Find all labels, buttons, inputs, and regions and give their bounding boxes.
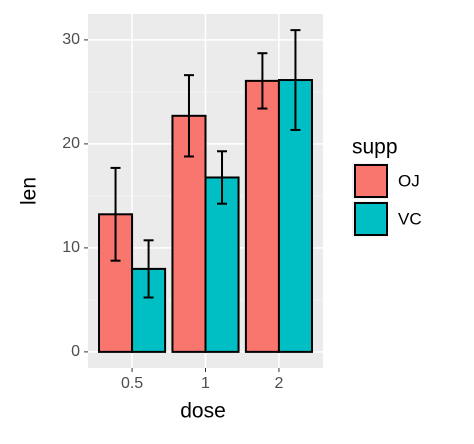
x-tick-label: 1 (201, 375, 210, 392)
y-tick-label: 20 (62, 135, 80, 152)
error-bar (217, 150, 228, 205)
bar (204, 176, 240, 353)
x-axis-title: dose (180, 400, 226, 423)
y-tick-label: 10 (62, 239, 80, 256)
bar (171, 114, 207, 353)
marks (98, 29, 313, 353)
y-tick-label: 30 (62, 31, 80, 48)
y-tick-label: 0 (71, 343, 80, 360)
legend-label: VC (398, 209, 422, 228)
legend-key (354, 202, 388, 236)
legend-key (354, 164, 388, 198)
error-bar (143, 239, 154, 299)
error-bar (110, 166, 121, 262)
x-tick-label: 0.5 (121, 375, 143, 392)
y-axis-title: len (18, 177, 41, 205)
bar (277, 79, 313, 353)
x-tick-label: 2 (274, 375, 283, 392)
legend-title: supp (352, 136, 398, 159)
error-bar (183, 74, 194, 158)
bar (244, 79, 280, 353)
legend-label: OJ (398, 171, 420, 190)
error-bar (290, 29, 301, 131)
error-bar (257, 52, 268, 110)
